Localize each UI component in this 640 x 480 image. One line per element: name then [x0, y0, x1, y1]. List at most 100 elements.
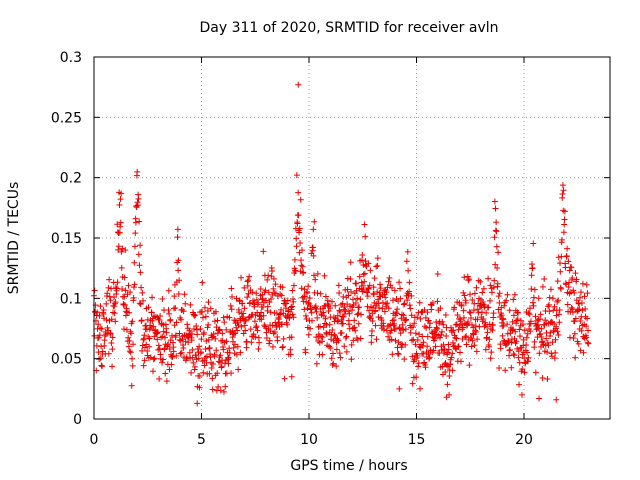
data-point	[122, 287, 129, 294]
data-point	[240, 310, 247, 317]
data-point	[128, 382, 135, 389]
data-point	[444, 381, 451, 388]
data-point	[171, 293, 178, 300]
data-point	[253, 323, 260, 330]
data-point	[406, 279, 413, 286]
data-point	[205, 336, 212, 343]
data-point	[138, 317, 145, 324]
data-points	[91, 81, 592, 407]
data-point	[241, 284, 248, 291]
data-point	[134, 168, 141, 175]
data-point	[470, 324, 477, 331]
data-point	[215, 358, 222, 365]
data-point	[98, 325, 105, 332]
data-point	[527, 318, 534, 325]
data-point	[556, 319, 563, 326]
data-point	[390, 322, 397, 329]
data-point	[311, 218, 318, 225]
data-point	[137, 242, 144, 249]
data-point	[558, 253, 565, 260]
data-point	[535, 321, 542, 328]
data-point	[539, 375, 546, 382]
data-point	[469, 297, 476, 304]
data-point	[345, 292, 352, 299]
data-point	[350, 337, 357, 344]
data-point	[360, 262, 367, 269]
data-point	[241, 322, 248, 329]
data-point	[409, 353, 416, 360]
data-point	[487, 355, 494, 362]
data-point	[510, 350, 517, 357]
data-point	[420, 350, 427, 357]
data-point	[481, 303, 488, 310]
data-point	[312, 303, 319, 310]
data-point	[159, 359, 166, 366]
data-point	[213, 324, 220, 331]
data-point	[544, 349, 551, 356]
data-point	[108, 316, 115, 323]
data-point	[523, 342, 530, 349]
data-point	[287, 351, 294, 358]
data-point	[559, 190, 566, 197]
data-point	[358, 311, 365, 318]
data-point	[175, 267, 182, 274]
data-point	[146, 335, 153, 342]
data-point	[100, 306, 107, 313]
data-point	[443, 394, 450, 401]
data-point	[197, 326, 204, 333]
data-point	[186, 327, 193, 334]
data-point	[193, 322, 200, 329]
data-point	[469, 330, 476, 337]
data-point	[165, 307, 172, 314]
data-point	[196, 384, 203, 391]
data-point	[353, 280, 360, 287]
data-point	[128, 330, 135, 337]
data-point	[173, 319, 180, 326]
data-point	[154, 329, 161, 336]
data-point	[299, 263, 306, 270]
data-point	[471, 290, 478, 297]
data-point	[268, 295, 275, 302]
x-axis-label: GPS time / hours	[290, 458, 407, 474]
data-point	[140, 362, 147, 369]
data-point	[568, 264, 575, 271]
data-point	[566, 267, 573, 274]
data-point	[460, 307, 467, 314]
data-point	[199, 279, 206, 286]
data-point	[537, 316, 544, 323]
data-point	[103, 300, 110, 307]
data-point	[528, 272, 535, 279]
data-point	[398, 341, 405, 348]
data-point	[542, 317, 549, 324]
data-point	[576, 300, 583, 307]
data-point	[553, 396, 560, 403]
data-point	[108, 285, 115, 292]
data-point	[280, 335, 287, 342]
data-point	[155, 342, 162, 349]
data-point	[288, 334, 295, 341]
y-axis-label: SRMTID / TECUs	[6, 182, 22, 295]
data-point	[285, 307, 292, 314]
data-point	[460, 314, 467, 321]
data-point	[234, 343, 241, 350]
data-point	[492, 261, 499, 268]
data-point	[530, 302, 537, 309]
data-point	[237, 349, 244, 356]
data-point	[514, 316, 521, 323]
x-tick-label: 10	[300, 432, 318, 448]
data-point	[223, 326, 230, 333]
data-point	[343, 333, 350, 340]
data-point	[462, 299, 469, 306]
data-point	[211, 318, 218, 325]
data-point	[109, 363, 116, 370]
data-point	[468, 343, 475, 350]
data-point	[583, 323, 590, 330]
data-point	[149, 315, 156, 322]
data-point	[160, 322, 167, 329]
data-point	[585, 340, 592, 347]
data-point	[298, 257, 305, 264]
data-point	[584, 290, 591, 297]
data-point	[129, 318, 136, 325]
data-point	[326, 321, 333, 328]
data-point	[544, 375, 551, 382]
